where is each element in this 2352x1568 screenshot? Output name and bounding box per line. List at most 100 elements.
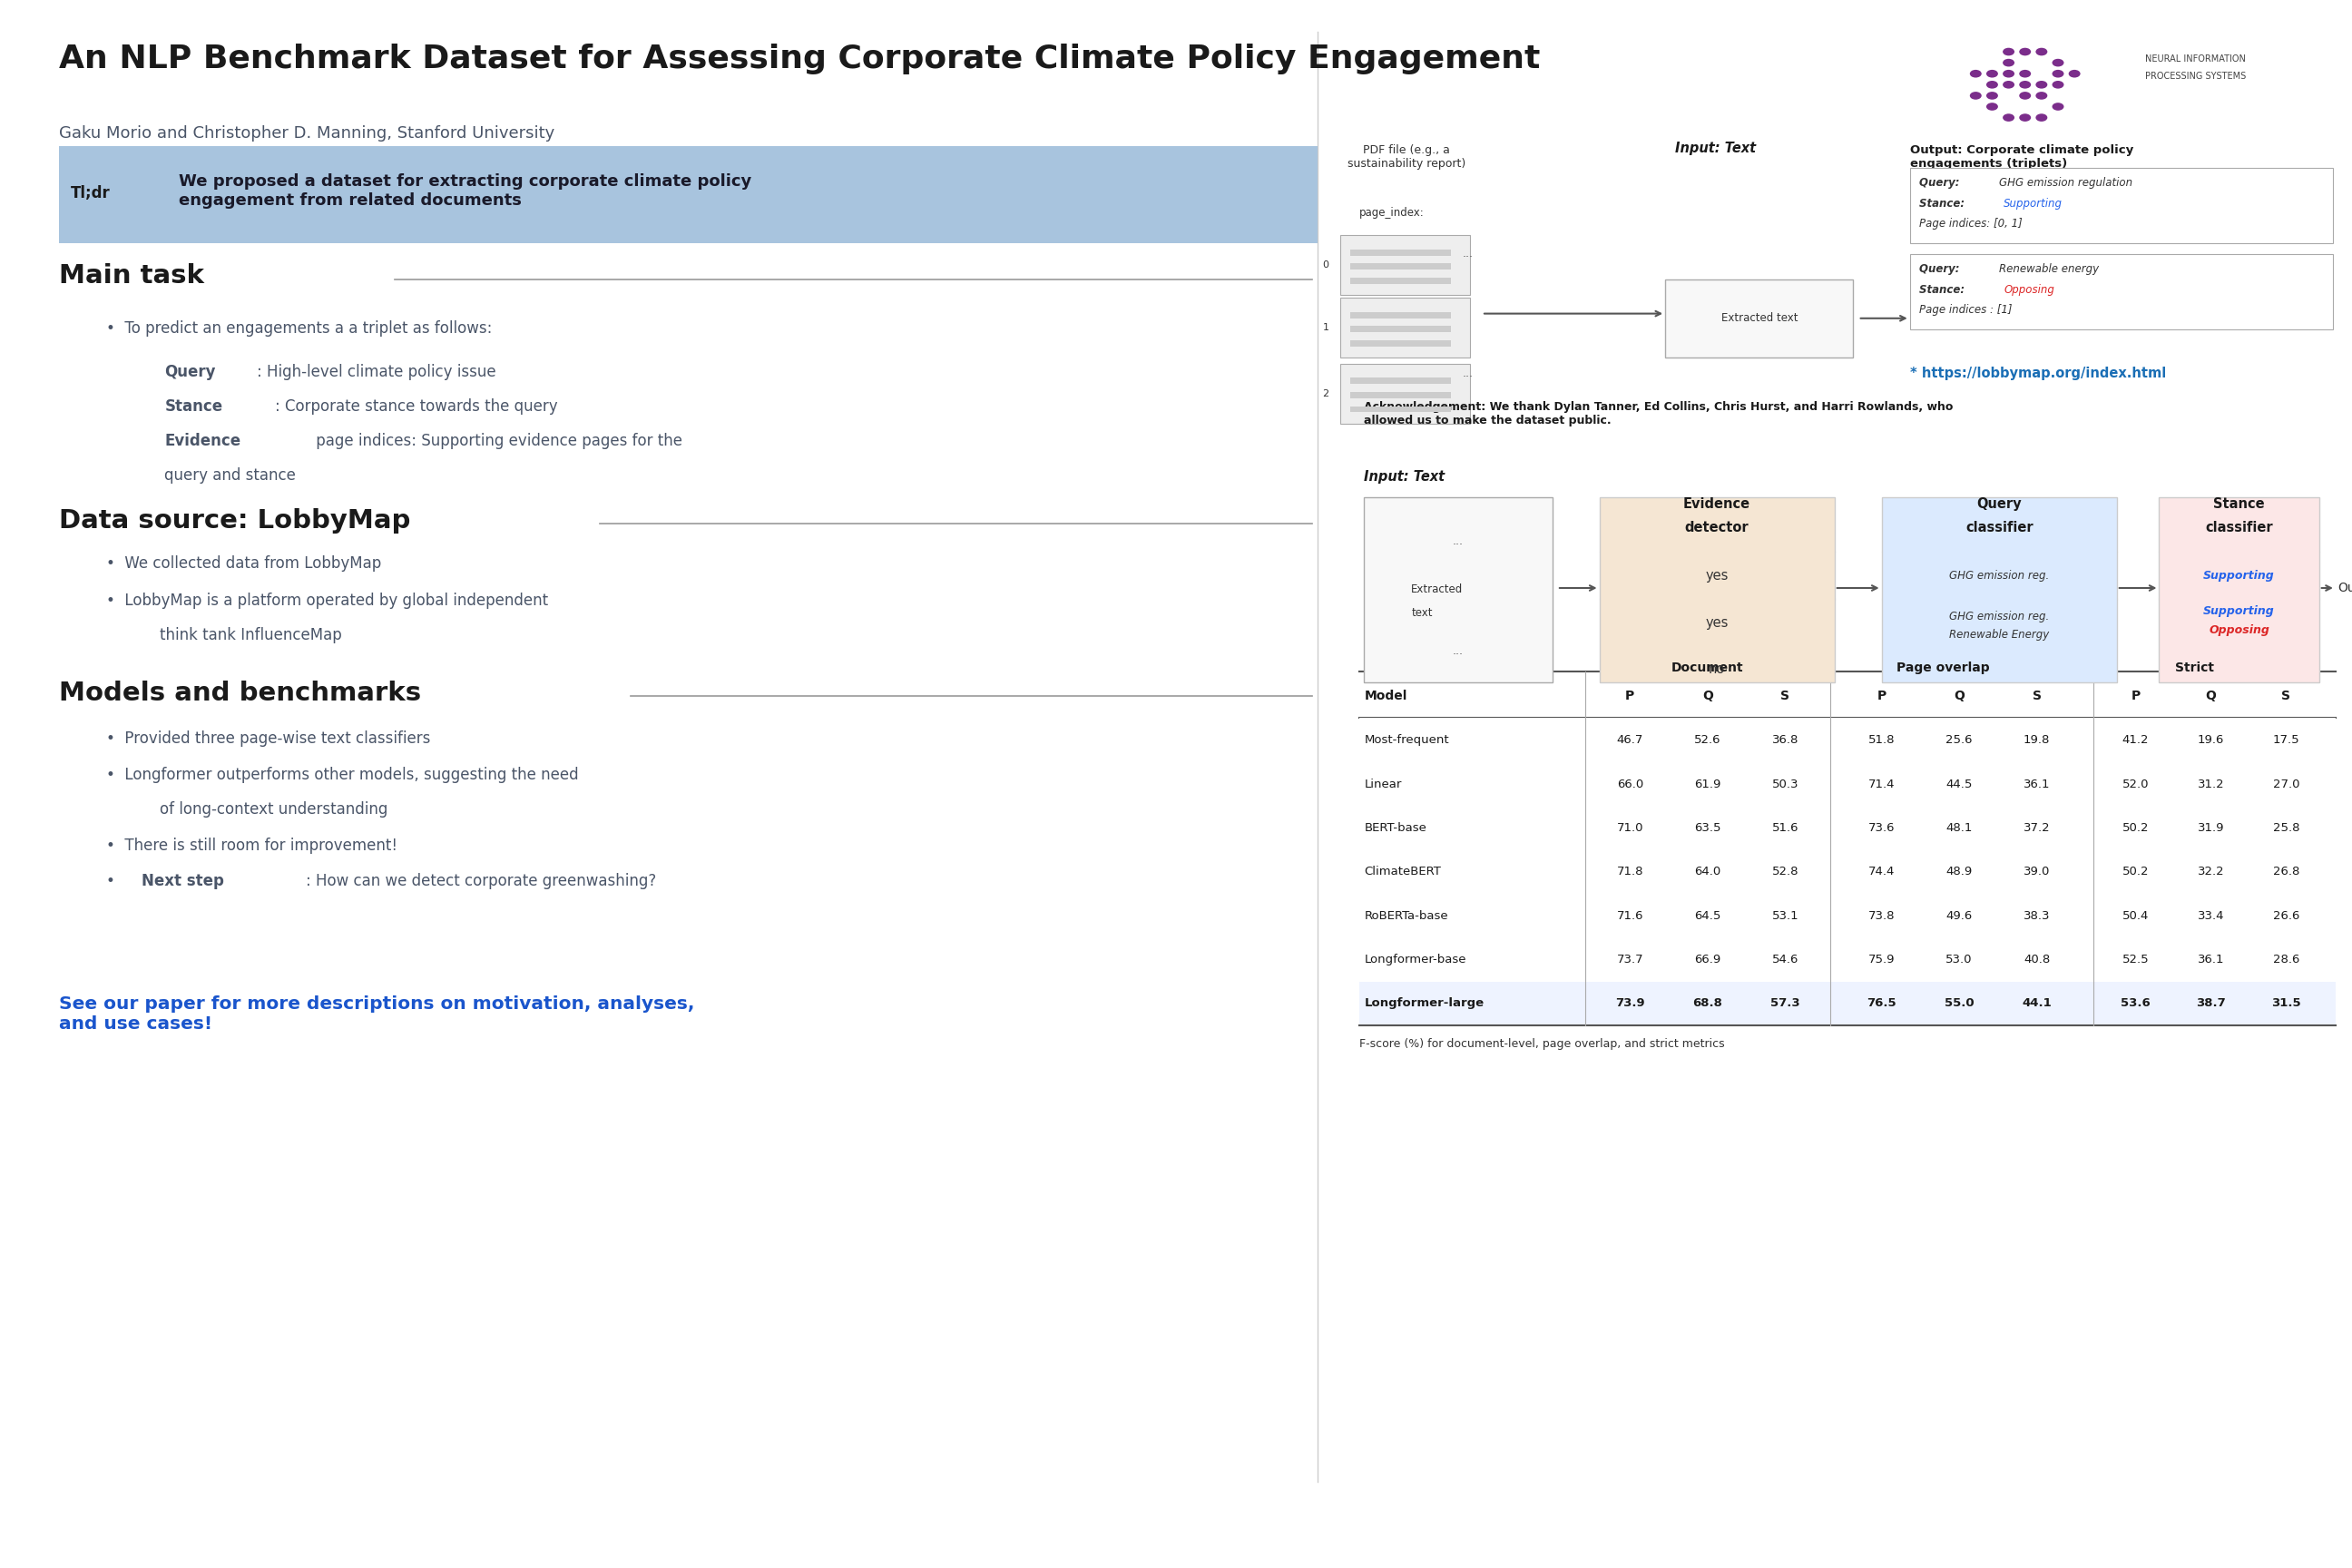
Bar [1665,279,1853,358]
Circle shape [2018,49,2030,56]
Text: 49.6: 49.6 [1945,909,1973,922]
Bar [1341,235,1470,295]
Bar [1341,298,1470,358]
Text: 38.3: 38.3 [2023,909,2051,922]
Text: 64.5: 64.5 [1693,909,1722,922]
Text: See our paper for more descriptions on motivation, analyses,
and use cases!: See our paper for more descriptions on m… [59,996,694,1033]
Text: 63.5: 63.5 [1693,822,1722,834]
Text: of long-context understanding: of long-context understanding [160,801,388,817]
Text: Opposing: Opposing [2209,624,2270,637]
Bar [1350,312,1451,318]
Text: Strict: Strict [2176,662,2213,674]
Text: We proposed a dataset for extracting corporate climate policy
engagement from re: We proposed a dataset for extracting cor… [179,174,753,209]
Text: 26.8: 26.8 [2272,866,2300,878]
Text: 51.6: 51.6 [1771,822,1799,834]
Text: 71.6: 71.6 [1616,909,1644,922]
Text: 50.2: 50.2 [2122,866,2150,878]
Text: Query: Query [1976,497,2023,511]
Text: ...: ... [1463,367,1472,379]
Text: 53.0: 53.0 [1945,953,1973,966]
Text: 52.6: 52.6 [1693,734,1722,746]
Bar [1599,497,1835,682]
Text: 61.9: 61.9 [1693,778,1722,790]
Text: 1: 1 [1322,323,1329,332]
Circle shape [2018,71,2030,78]
Text: Query:: Query: [1919,177,1964,190]
Bar [1350,406,1451,412]
Circle shape [2018,93,2030,100]
Text: Next step: Next step [141,873,223,889]
Text: 28.6: 28.6 [2272,953,2300,966]
Text: text: text [1411,607,1432,619]
Bar [2159,497,2319,682]
Text: 71.4: 71.4 [1867,778,1896,790]
Text: 37.2: 37.2 [2023,822,2051,834]
Text: Page indices: [0, 1]: Page indices: [0, 1] [1919,218,2023,230]
Text: S: S [2281,690,2291,702]
Text: Q: Q [1955,690,1964,702]
Text: P: P [1625,690,1635,702]
Text: 0: 0 [1322,260,1329,270]
Text: 50.4: 50.4 [2122,909,2150,922]
Circle shape [1985,93,1997,100]
Text: 48.9: 48.9 [1945,866,1973,878]
Text: 66.9: 66.9 [1693,953,1722,966]
Text: Gaku Morio and Christopher D. Manning, Stanford University: Gaku Morio and Christopher D. Manning, S… [59,125,555,141]
Text: 41.2: 41.2 [2122,734,2150,746]
Text: GHG emission reg.: GHG emission reg. [1950,610,2049,622]
Circle shape [2034,82,2046,89]
Text: Most-frequent: Most-frequent [1364,734,1449,746]
Text: 32.2: 32.2 [2197,866,2225,878]
Text: Renewable Energy: Renewable Energy [1950,629,2049,641]
Bar [1350,340,1451,347]
Bar [1350,378,1451,384]
Text: 66.0: 66.0 [1616,778,1644,790]
Text: page_index:: page_index: [1359,207,1425,220]
Text: no: no [1708,663,1726,676]
Bar [1910,254,2333,329]
Text: 53.1: 53.1 [1771,909,1799,922]
Text: GHG emission reg.: GHG emission reg. [1950,569,2049,582]
Text: Stance: Stance [2213,497,2265,511]
Text: 2: 2 [1322,389,1329,398]
Circle shape [1985,103,1997,111]
Text: Q: Q [1703,690,1712,702]
Text: Page indices : [1]: Page indices : [1] [1919,304,2013,317]
Circle shape [2002,60,2013,67]
Text: 26.6: 26.6 [2272,909,2300,922]
Text: 64.0: 64.0 [1693,866,1722,878]
Bar [1359,762,2336,806]
Text: yes: yes [1705,616,1729,629]
Text: PDF file (e.g., a
sustainability report): PDF file (e.g., a sustainability report) [1348,144,1465,169]
Circle shape [2051,71,2065,78]
Text: GHG emission regulation: GHG emission regulation [1999,177,2133,190]
Text: Models and benchmarks: Models and benchmarks [59,681,421,706]
Text: 74.4: 74.4 [1867,866,1896,878]
Text: 31.5: 31.5 [2272,997,2300,1010]
Bar [1350,392,1451,398]
Text: 31.9: 31.9 [2197,822,2225,834]
Circle shape [2051,60,2065,67]
Text: RoBERTa-base: RoBERTa-base [1364,909,1449,922]
Text: * https://lobbymap.org/index.html: * https://lobbymap.org/index.html [1910,367,2166,381]
Text: : How can we detect corporate greenwashing?: : How can we detect corporate greenwashi… [306,873,656,889]
Text: An NLP Benchmark Dataset for Assessing Corporate Climate Policy Engagement: An NLP Benchmark Dataset for Assessing C… [59,44,1541,75]
Text: Longformer-base: Longformer-base [1364,953,1465,966]
Text: Q: Q [2206,690,2216,702]
Bar [1359,718,2336,762]
Text: Query:: Query: [1919,263,1964,276]
Text: •  Provided three page-wise text classifiers: • Provided three page-wise text classifi… [106,731,430,746]
Text: Longformer-large: Longformer-large [1364,997,1484,1010]
Bar [1359,982,2336,1025]
Text: 71.8: 71.8 [1616,866,1644,878]
Text: Supporting: Supporting [2204,569,2274,582]
Text: •  We collected data from LobbyMap: • We collected data from LobbyMap [106,555,381,571]
Text: Extracted: Extracted [1411,583,1463,596]
Text: 25.8: 25.8 [2272,822,2300,834]
Text: P: P [2131,690,2140,702]
Text: ...: ... [1454,644,1463,657]
Text: 52.8: 52.8 [1771,866,1799,878]
Text: Supporting: Supporting [2004,198,2063,210]
Circle shape [2018,114,2030,122]
Text: 48.1: 48.1 [1945,822,1973,834]
